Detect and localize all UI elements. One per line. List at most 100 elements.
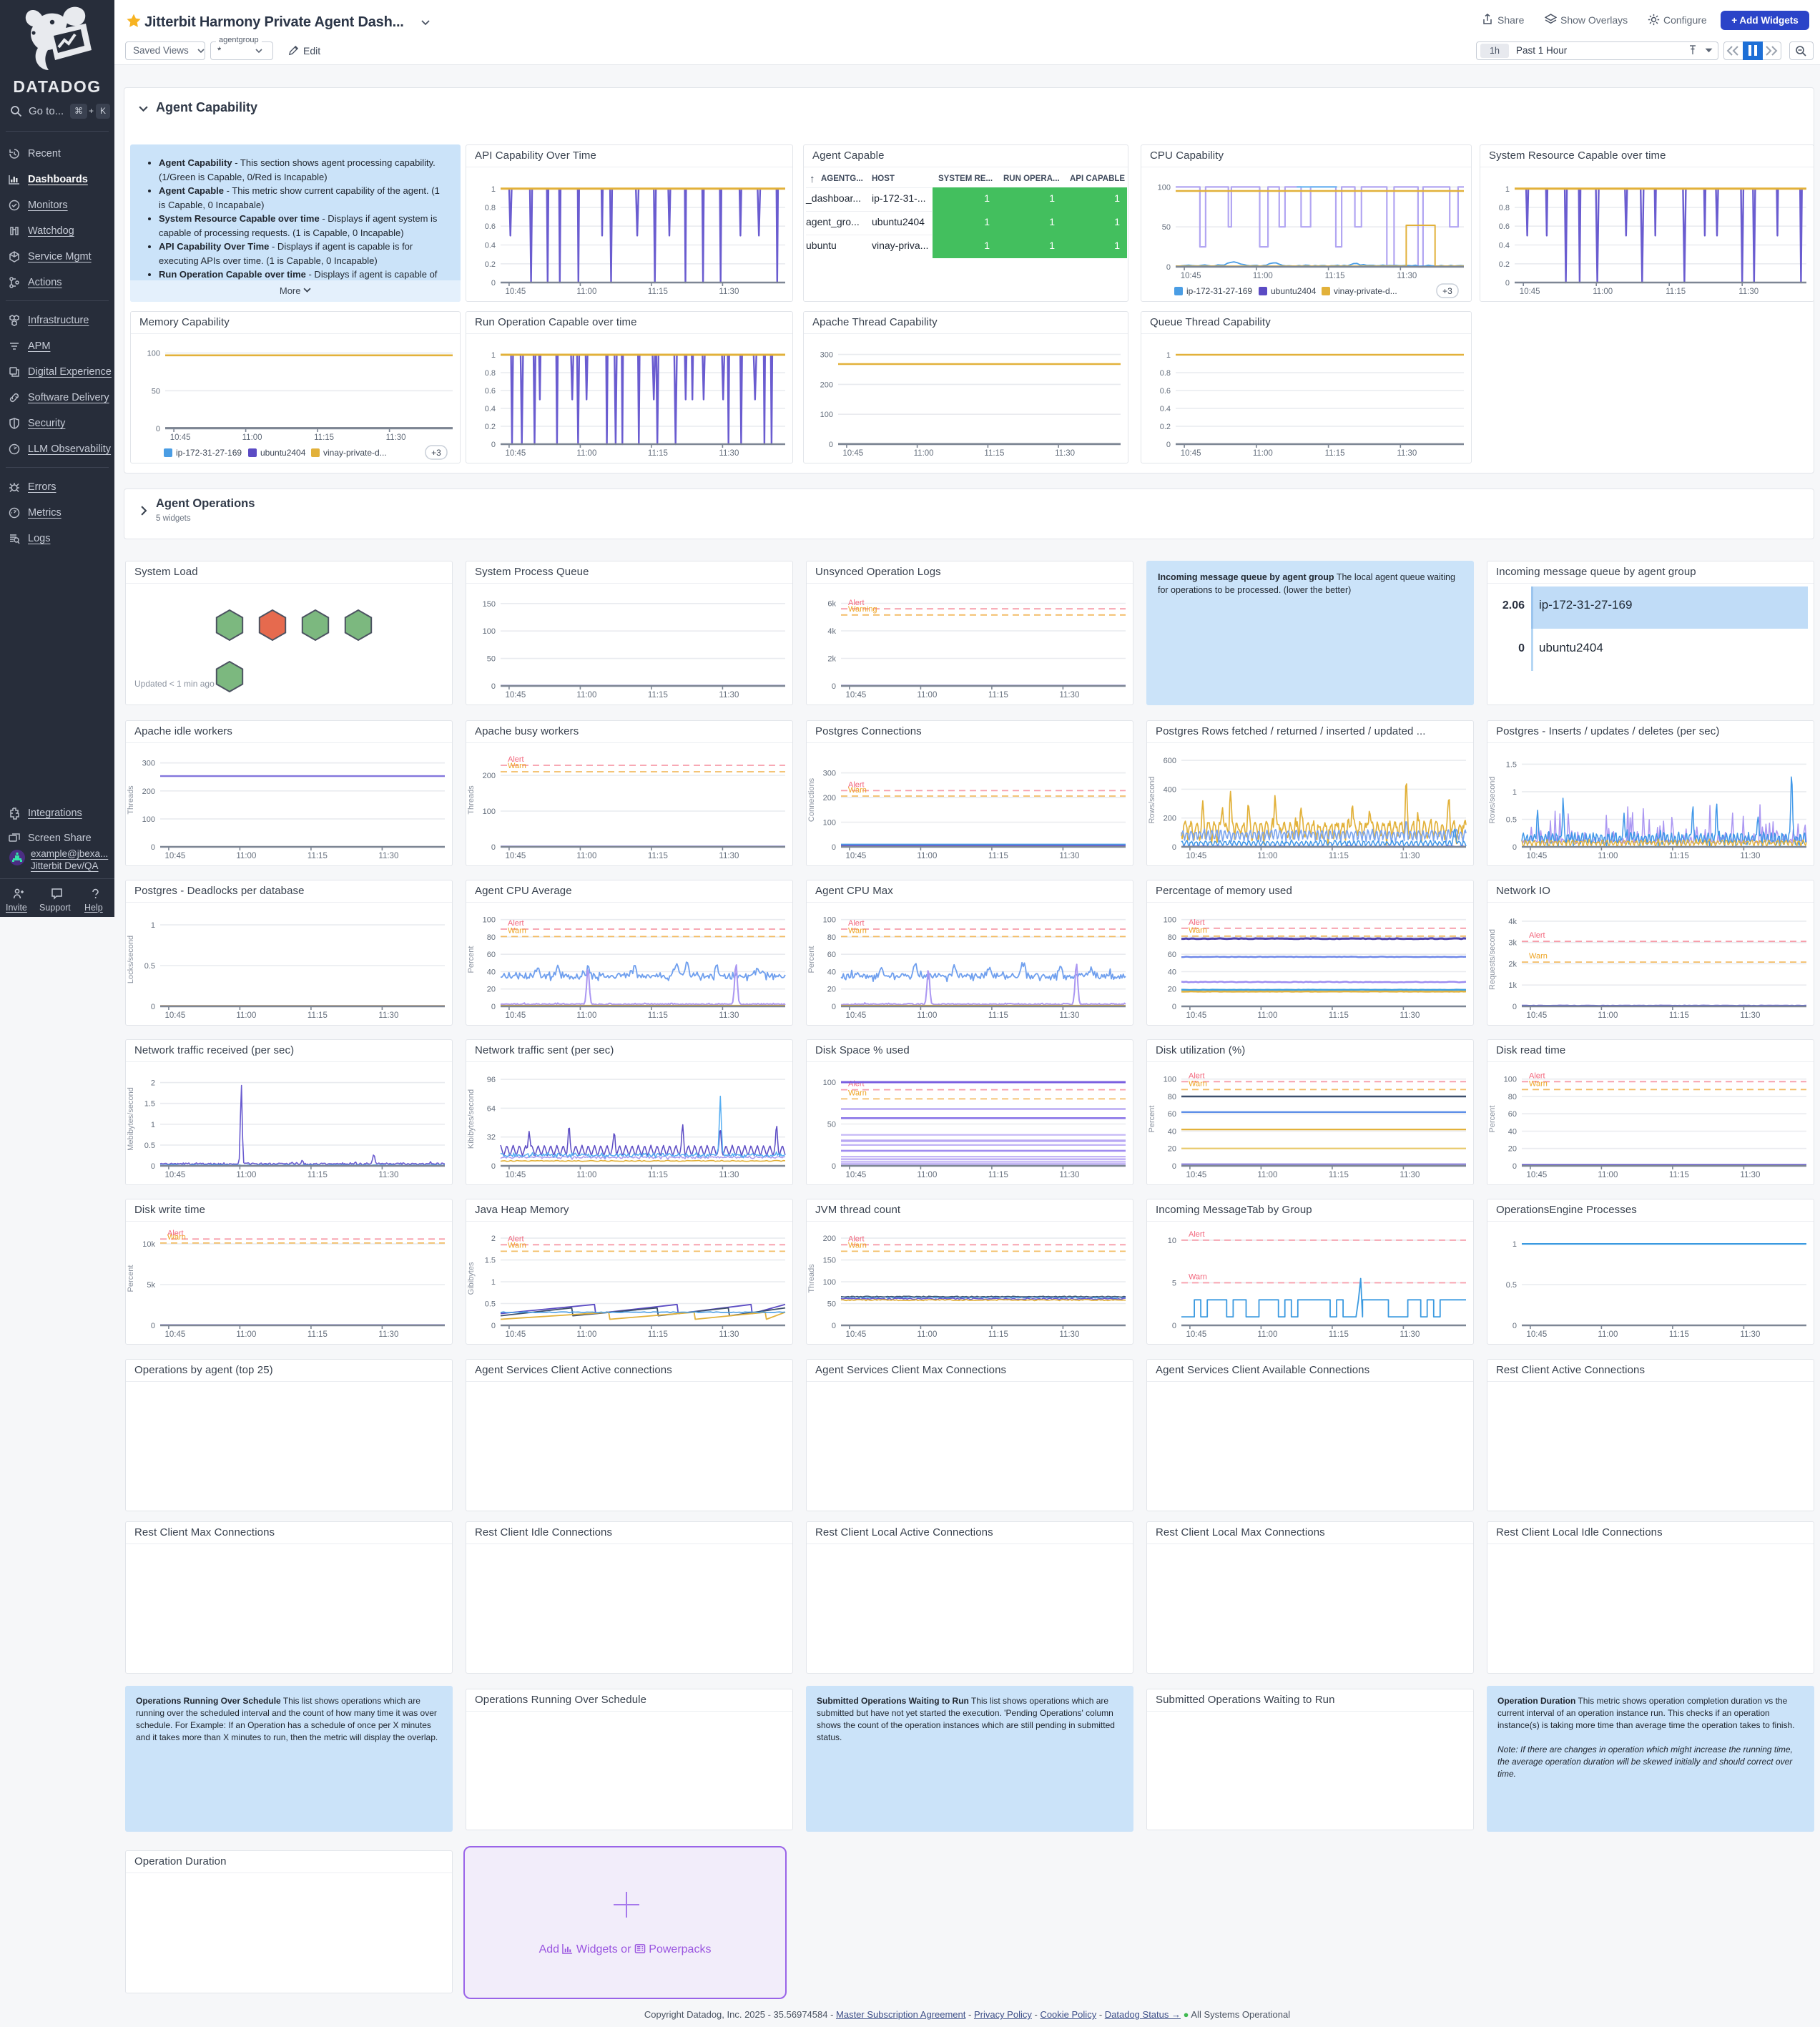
svg-text:11:15: 11:15 [988, 691, 1008, 700]
svg-text:40: 40 [1168, 1128, 1176, 1137]
svg-text:Threads: Threads [807, 1264, 816, 1293]
svg-text:Warn: Warn [1189, 1079, 1207, 1088]
svg-text:0: 0 [151, 1322, 155, 1330]
svg-text:11:00: 11:00 [236, 1011, 256, 1020]
svg-text:11:15: 11:15 [988, 852, 1008, 860]
svg-text:11:15: 11:15 [1329, 1330, 1349, 1339]
svg-text:2: 2 [151, 1079, 155, 1088]
svg-text:40: 40 [827, 968, 836, 977]
svg-text:300: 300 [142, 760, 155, 768]
svg-text:0.2: 0.2 [1499, 260, 1510, 269]
svg-text:11:15: 11:15 [308, 1171, 328, 1179]
svg-text:Alert: Alert [848, 780, 865, 789]
svg-text:0: 0 [1172, 1162, 1176, 1171]
svg-text:100: 100 [823, 916, 836, 925]
svg-text:0.2: 0.2 [485, 260, 496, 269]
svg-text:ubuntu2404: ubuntu2404 [260, 448, 306, 458]
svg-text:1: 1 [491, 185, 496, 194]
svg-text:Alert: Alert [508, 1235, 524, 1243]
svg-text:0.4: 0.4 [485, 405, 496, 413]
svg-text:1: 1 [151, 1121, 155, 1129]
svg-text:11:30: 11:30 [1059, 1011, 1079, 1020]
svg-text:11:00: 11:00 [576, 1011, 596, 1020]
svg-text:0.8: 0.8 [1160, 369, 1171, 378]
svg-text:100: 100 [820, 411, 833, 419]
svg-text:10:45: 10:45 [1186, 1330, 1207, 1339]
svg-text:0.8: 0.8 [485, 204, 496, 212]
svg-text:1: 1 [1512, 788, 1517, 797]
svg-text:vinay-private-d...: vinay-private-d... [323, 448, 387, 458]
svg-text:Alert: Alert [167, 1229, 184, 1237]
svg-text:20: 20 [1508, 1145, 1517, 1154]
svg-text:11:30: 11:30 [1059, 852, 1079, 860]
svg-text:1: 1 [491, 1278, 496, 1287]
svg-text:10k: 10k [142, 1240, 155, 1249]
svg-text:Alert: Alert [1189, 1230, 1205, 1239]
svg-text:Warn: Warn [1189, 926, 1207, 935]
svg-text:0.6: 0.6 [1160, 387, 1171, 396]
svg-text:11:00: 11:00 [236, 1171, 256, 1179]
svg-text:0: 0 [1172, 1003, 1176, 1011]
svg-text:0: 0 [832, 843, 836, 852]
svg-text:0.5: 0.5 [144, 962, 155, 971]
svg-text:4k: 4k [827, 627, 836, 636]
svg-text:10:45: 10:45 [506, 1330, 526, 1339]
svg-text:11:00: 11:00 [1593, 288, 1613, 296]
svg-text:10:45: 10:45 [842, 449, 863, 458]
svg-text:+3: +3 [1442, 286, 1452, 296]
svg-text:11:30: 11:30 [1400, 1330, 1420, 1339]
svg-text:10:45: 10:45 [165, 1171, 186, 1179]
svg-text:50: 50 [827, 1300, 836, 1309]
svg-text:2k: 2k [1508, 961, 1517, 969]
svg-text:11:30: 11:30 [719, 691, 739, 700]
svg-text:11:15: 11:15 [1669, 852, 1689, 860]
svg-text:200: 200 [483, 772, 496, 780]
svg-text:11:30: 11:30 [378, 852, 398, 860]
svg-text:ip-172-31-27-169: ip-172-31-27-169 [176, 448, 242, 458]
svg-text:Alert: Alert [848, 1080, 865, 1089]
svg-text:1k: 1k [1508, 981, 1517, 990]
svg-text:600: 600 [1164, 757, 1176, 765]
svg-text:11:30: 11:30 [378, 1011, 398, 1020]
svg-text:+3: +3 [431, 448, 441, 458]
svg-text:100: 100 [483, 808, 496, 816]
svg-text:0: 0 [832, 1162, 836, 1171]
svg-text:0: 0 [491, 279, 496, 288]
svg-text:20: 20 [1168, 1145, 1176, 1154]
svg-text:11:00: 11:00 [242, 433, 262, 442]
svg-text:Alert: Alert [1189, 1071, 1205, 1080]
svg-text:2k: 2k [827, 655, 836, 664]
svg-text:0.4: 0.4 [485, 242, 496, 250]
svg-text:11:00: 11:00 [1598, 852, 1618, 860]
svg-text:100: 100 [823, 1278, 836, 1287]
svg-text:11:30: 11:30 [1059, 691, 1079, 700]
svg-text:1: 1 [1505, 185, 1510, 194]
svg-text:200: 200 [1164, 815, 1176, 823]
svg-text:0.6: 0.6 [1499, 222, 1510, 231]
svg-text:80: 80 [1508, 1093, 1517, 1101]
svg-text:Locks/second: Locks/second [127, 936, 135, 983]
svg-text:11:15: 11:15 [648, 449, 668, 458]
svg-text:0.8: 0.8 [1499, 204, 1510, 212]
svg-text:vinay-private-d...: vinay-private-d... [1334, 286, 1397, 296]
svg-text:11:00: 11:00 [576, 449, 596, 458]
svg-text:11:15: 11:15 [308, 852, 328, 860]
svg-text:Percent: Percent [1488, 1106, 1497, 1133]
svg-text:11:30: 11:30 [719, 449, 739, 458]
svg-text:0: 0 [1166, 441, 1171, 449]
svg-text:11:30: 11:30 [719, 1171, 739, 1179]
svg-text:Percent: Percent [467, 946, 476, 973]
svg-text:150: 150 [483, 600, 496, 609]
svg-text:1.5: 1.5 [144, 1100, 155, 1109]
svg-text:400: 400 [1164, 785, 1176, 794]
svg-text:0: 0 [151, 843, 155, 852]
svg-text:0: 0 [1166, 263, 1171, 272]
svg-text:150: 150 [823, 1257, 836, 1265]
svg-text:0: 0 [491, 441, 496, 449]
svg-text:0: 0 [1512, 1162, 1517, 1171]
svg-text:Warn: Warn [1189, 1273, 1207, 1282]
svg-text:1: 1 [1512, 1240, 1517, 1249]
svg-text:0: 0 [151, 1003, 155, 1011]
svg-text:Warn: Warn [848, 1089, 867, 1097]
svg-text:11:00: 11:00 [236, 852, 256, 860]
